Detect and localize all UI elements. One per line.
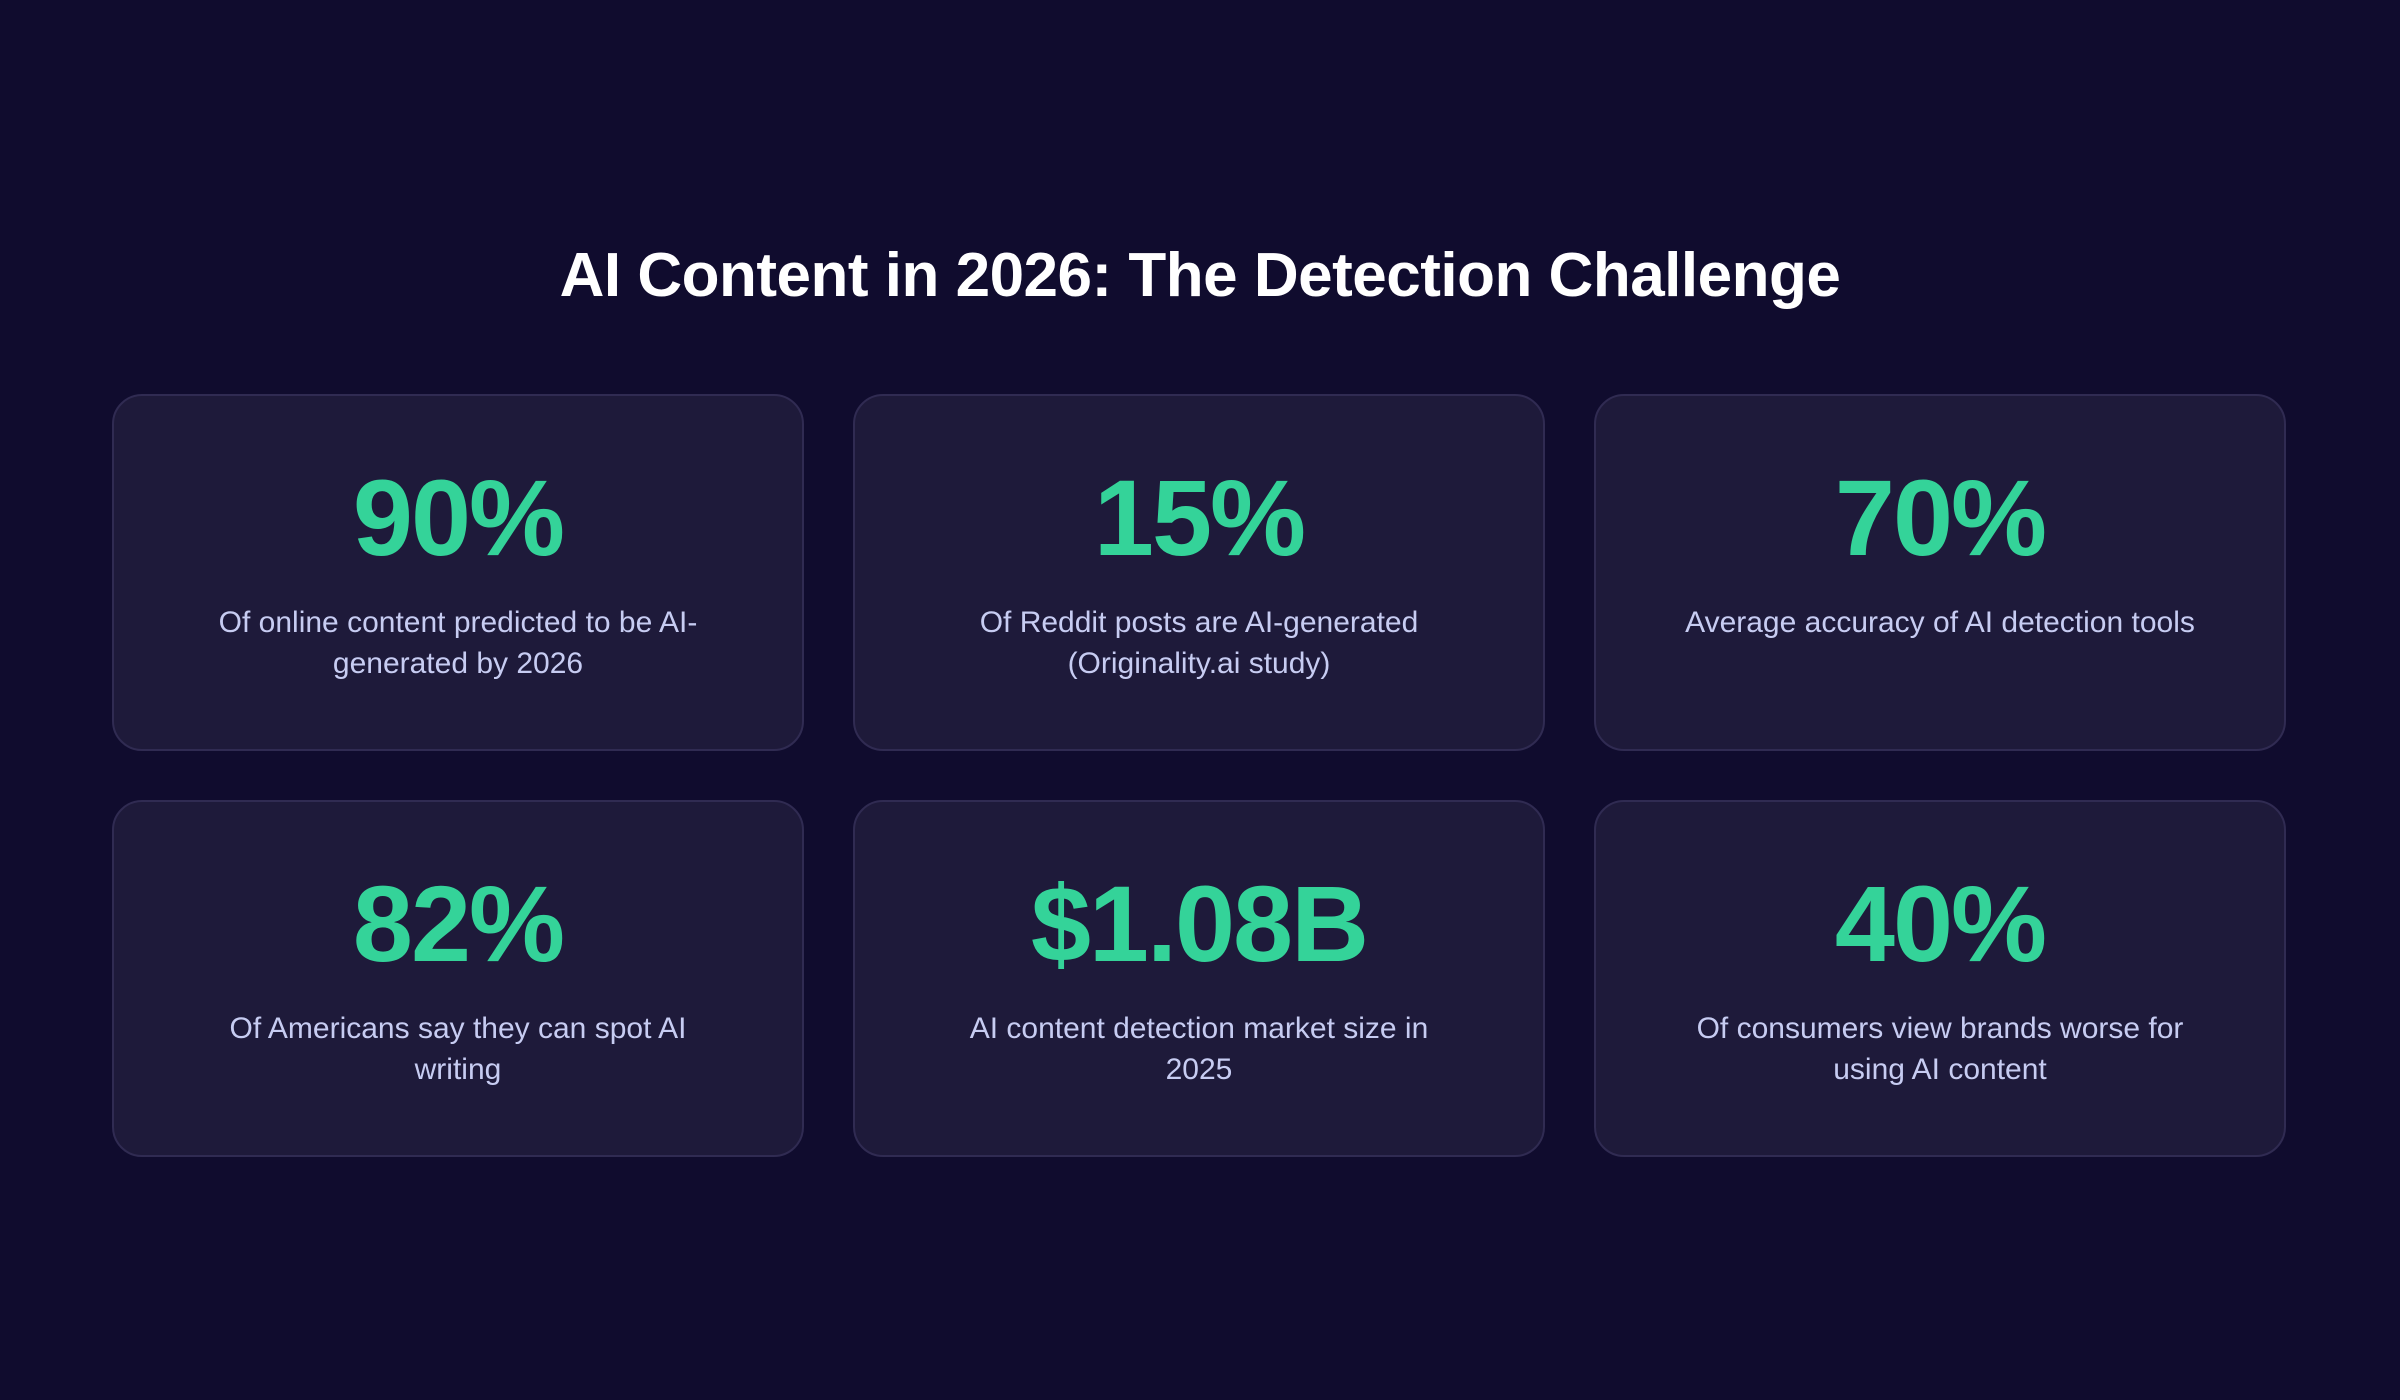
stat-description: Of Reddit posts are AI-generated (Origin… — [895, 602, 1503, 684]
stat-description-line: Average accuracy of AI detection tools — [1685, 606, 2195, 639]
page-title: AI Content in 2026: The Detection Challe… — [559, 241, 1841, 310]
stat-description: AI content detection market size in 2025 — [895, 1008, 1503, 1090]
stat-description-line: generated by 2026 — [332, 647, 584, 680]
stat-value: 40% — [1834, 863, 2047, 984]
stat-card-ai-content-share: 90% Of online content predicted to be AI… — [112, 394, 804, 751]
stat-value: $1.08B — [1030, 863, 1369, 984]
stat-card-americans-spot-ai: 82% Of Americans say they can spot AI wr… — [112, 800, 804, 1157]
stat-description-line: using AI content — [1833, 1053, 2047, 1086]
stat-card-detection-accuracy: 70% Average accuracy of AI detection too… — [1594, 394, 2286, 751]
stat-description: Of Americans say they can spot AI writin… — [154, 1008, 762, 1090]
stat-value: 82% — [352, 863, 565, 984]
stat-description-line: Of Reddit posts are AI-generated — [979, 606, 1419, 639]
stat-card-consumer-perception: 40% Of consumers view brands worse for u… — [1594, 800, 2286, 1157]
stats-grid: 90% Of online content predicted to be AI… — [112, 394, 2287, 1157]
stat-value: 70% — [1834, 457, 2047, 578]
stat-description-line: (Originality.ai study) — [1067, 647, 1331, 680]
stat-card-market-size: $1.08B AI content detection market size … — [853, 800, 1545, 1157]
stat-value: 90% — [352, 457, 565, 578]
stat-description: Average accuracy of AI detection tools — [1636, 602, 2244, 643]
stat-description-line: Of Americans say they can spot AI — [229, 1012, 687, 1045]
stat-card-reddit-posts: 15% Of Reddit posts are AI-generated (Or… — [853, 394, 1545, 751]
stat-description-line: Of online content predicted to be AI- — [218, 606, 698, 639]
stat-description-line: AI content detection market size in — [969, 1012, 1429, 1045]
stat-value: 15% — [1093, 457, 1306, 578]
stat-description-line: writing — [414, 1053, 502, 1086]
stat-description-line: Of consumers view brands worse for — [1696, 1012, 2184, 1045]
stat-description: Of online content predicted to be AI- ge… — [154, 602, 762, 684]
stat-description-line: 2025 — [1165, 1053, 1233, 1086]
stat-description: Of consumers view brands worse for using… — [1636, 1008, 2244, 1090]
